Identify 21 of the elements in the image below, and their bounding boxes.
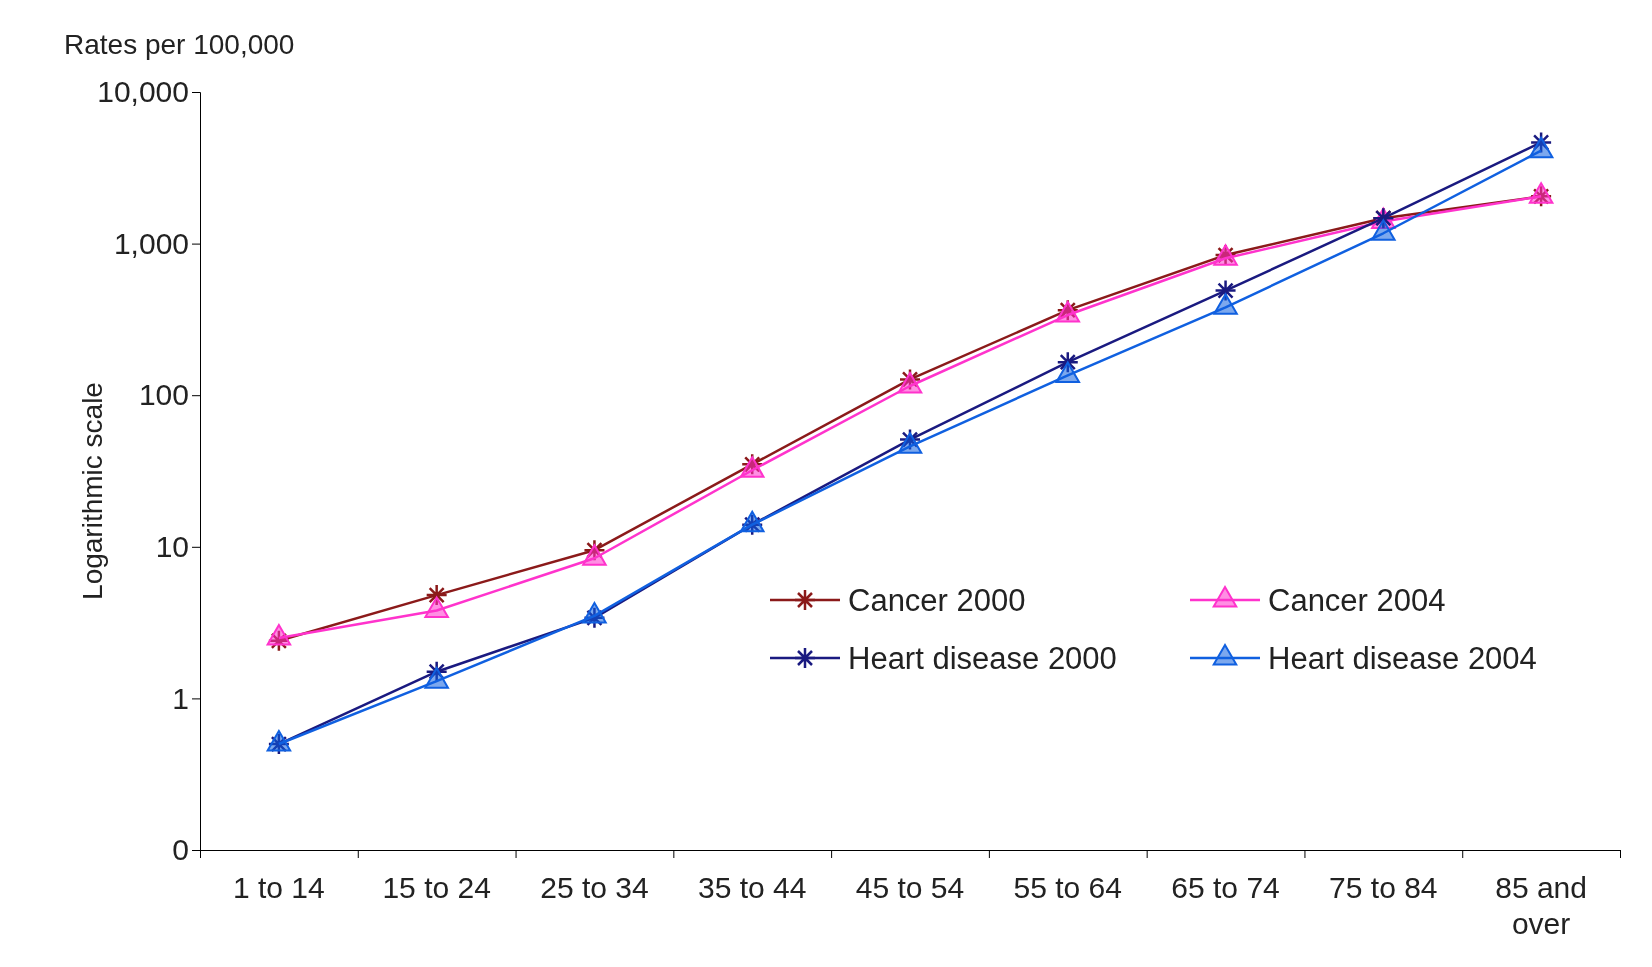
text: Rates per 100,000 <box>64 29 295 60</box>
y-tick-label: 1,000 <box>113 226 189 260</box>
x-tick-label: 65 to 74 <box>1171 871 1280 904</box>
x-tick-label: 85 and over <box>1495 871 1587 940</box>
y-tick-label: 10,000 <box>97 75 189 109</box>
x-tick-label: 1 to 14 <box>233 871 325 904</box>
x-tick-label: 25 to 34 <box>540 871 649 904</box>
legend-label: Cancer 2004 <box>1268 583 1446 618</box>
y-tick-label: 1 <box>172 681 189 715</box>
y-axis-title: Logarithmic scale <box>77 382 108 600</box>
legend-label: Cancer 2000 <box>848 583 1026 618</box>
y-tick-label: 100 <box>138 378 189 412</box>
y-tick-label: 0 <box>172 833 189 867</box>
legend-label: Heart disease 2004 <box>1268 641 1537 676</box>
y-tick-label: 10 <box>155 529 189 563</box>
x-tick-label: 75 to 84 <box>1329 871 1438 904</box>
x-tick-label: 15 to 24 <box>382 871 491 904</box>
legend-label: Heart disease 2000 <box>848 641 1117 676</box>
x-tick-label: 35 to 44 <box>698 871 807 904</box>
x-tick-label: 55 to 64 <box>1013 871 1122 904</box>
x-tick-label: 45 to 54 <box>855 871 965 904</box>
